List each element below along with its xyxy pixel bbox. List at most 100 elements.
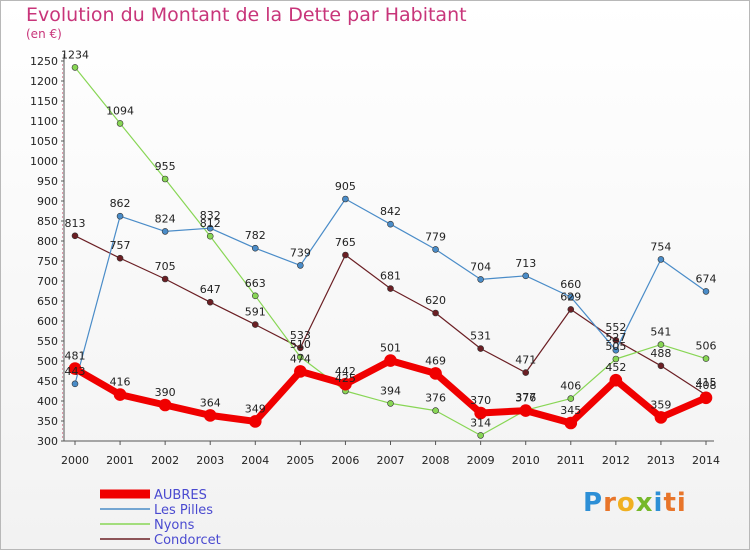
data-label-nyons: 812 [200,217,221,230]
y-minor-tick [62,396,63,398]
x-tick-label: 2004 [241,454,269,467]
data-point-les-pilles [297,262,304,269]
data-point-nyons [206,232,214,240]
data-label-aubres: 474 [290,352,311,365]
series-aubres [68,354,713,430]
y-tick-label: 850 [37,215,58,228]
data-point-condorcet [251,321,259,328]
data-label-aubres: 416 [110,376,131,389]
y-minor-tick [62,352,63,354]
proxiti-logo: Proxiti [583,488,687,518]
data-label-nyons: 505 [605,340,626,353]
data-label-condorcet: 591 [245,306,266,319]
y-minor-tick [62,384,63,386]
y-minor-tick [62,268,63,270]
y-minor-tick [62,288,63,290]
data-label-les-pilles: 443 [65,365,86,378]
data-label-condorcet: 705 [155,260,176,273]
y-minor-tick [62,188,63,190]
data-point-aubres [384,354,397,367]
series-les-pilles [71,195,710,388]
data-point-aubres [564,416,578,430]
data-label-les-pilles: 739 [290,246,311,259]
y-tick-label: 500 [37,355,58,368]
y-tick-labels: 300 350 400 450 500 550 600 650 700 750 800 850 900 9… [30,55,58,448]
x-tick-label: 2006 [331,454,359,467]
data-point-les-pilles [612,346,620,354]
data-point-les-pilles [387,220,394,228]
data-label-les-pilles: 660 [560,278,581,291]
data-point-les-pilles [251,244,259,252]
chart-subtitle: (en €) [26,27,62,41]
data-point-nyons [251,292,259,300]
y-minor-tick [62,336,63,338]
data-point-les-pilles [522,272,530,280]
data-point-condorcet [432,309,439,317]
data-label-condorcet: 531 [470,330,491,343]
axes [61,54,714,445]
data-label-les-pilles: 782 [245,229,266,242]
y-tick-label: 1000 [30,155,58,168]
data-point-les-pilles [161,228,169,235]
data-label-condorcet: 552 [605,321,626,334]
data-point-les-pilles [342,195,349,203]
legend-item-condorcet: Condorcet [100,533,221,548]
y-minor-tick [62,264,63,266]
data-label-les-pilles: 862 [110,197,131,210]
x-tick-label: 2002 [151,454,179,467]
data-point-les-pilles [477,276,484,283]
data-label-nyons: 406 [560,380,581,393]
y-minor-tick [62,356,63,358]
data-point-aubres [339,377,352,391]
y-minor-tick [62,248,63,250]
y-tick-label: 750 [37,255,58,268]
y-tick-label: 1200 [30,75,58,88]
y-minor-tick [62,428,63,430]
data-point-aubres [113,388,127,401]
legend-item-les-pilles: Les Pilles [100,503,213,518]
data-point-les-pilles [432,246,439,253]
data-label-aubres: 345 [560,404,581,417]
data-label-les-pilles: 905 [335,180,356,193]
y-minor-tick [62,432,63,434]
y-minor-tick [62,392,63,394]
data-point-condorcet [342,251,349,259]
y-minor-tick [62,376,63,378]
y-minor-tick [62,212,63,214]
y-minor-tick [62,224,63,226]
y-tick-label: 1250 [30,55,58,68]
data-label-condorcet: 629 [560,290,581,303]
data-label-les-pilles: 704 [470,260,491,273]
legend-label-nyons: Nyons [154,518,195,533]
data-point-aubres [699,391,713,405]
data-label-aubres: 376 [515,392,536,405]
x-tick-label: 2011 [557,454,585,467]
y-minor-tick [62,164,63,166]
y-minor-tick [62,132,63,134]
y-minor-tick [62,76,63,78]
data-point-les-pilles [116,212,124,220]
y-minor-tick [62,72,63,74]
y-minor-tick [62,436,63,438]
data-point-aubres [654,411,668,424]
data-label-aubres: 349 [245,402,266,415]
y-minor-tick [62,152,63,154]
data-label-nyons: 510 [290,338,311,351]
data-label-nyons: 541 [650,326,671,339]
y-minor-tick [62,156,63,158]
data-label-aubres: 452 [605,361,626,374]
y-minor-tick [62,104,63,106]
data-label-nyons: 955 [155,160,176,173]
y-minor-tick [62,256,63,258]
y-tick-label: 900 [37,195,58,208]
legend-label-les-pilles: Les Pilles [154,503,213,518]
y-minor-tick [62,312,63,314]
y-minor-tick [62,284,63,286]
y-minor-tick [62,296,63,298]
data-label-nyons: 377 [515,391,536,404]
logo-letter: P [583,488,604,518]
y-minor-tick [62,412,63,414]
x-tick-label: 2013 [647,454,675,467]
y-minor-tick [62,204,63,206]
